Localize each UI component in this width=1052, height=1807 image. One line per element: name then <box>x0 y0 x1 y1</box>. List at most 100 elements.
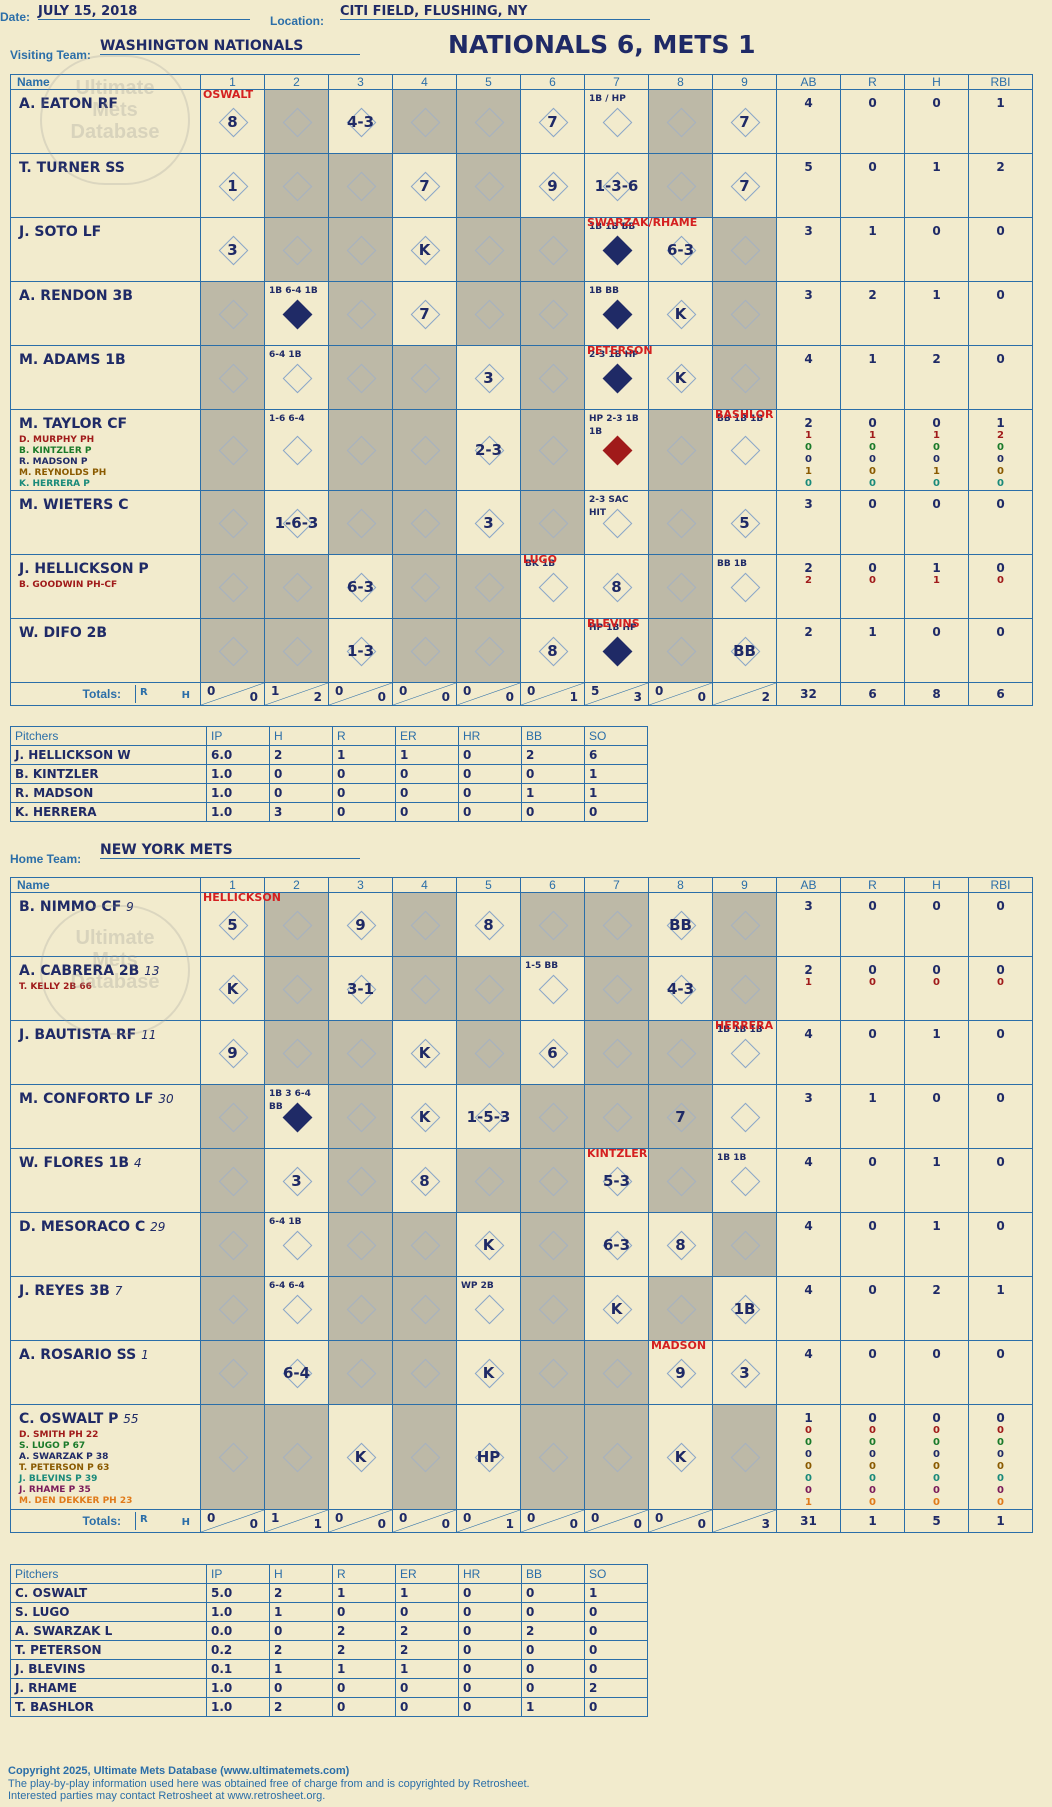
pitcher-stat: 0 <box>332 1697 396 1717</box>
pitcher-name: B. KINTZLER <box>10 764 207 784</box>
pitching-col-header: R <box>332 726 396 746</box>
pitcher-row: A. SWARZAK L 0.0 0 2 2 0 2 0 <box>10 1621 648 1641</box>
pitching-col-header: H <box>269 1564 333 1584</box>
inning-cell <box>200 1340 265 1405</box>
inning-cell <box>712 345 777 410</box>
inning-hits: 0 <box>377 690 386 704</box>
base-diamond <box>602 363 632 393</box>
base-diamond <box>730 1230 760 1260</box>
inning-cell <box>584 1404 649 1510</box>
retrosheet-contact-line: Interested parties may contact Retroshee… <box>8 1790 326 1802</box>
inning-cell: HP <box>456 1404 521 1510</box>
play-result: 7 <box>675 1107 686 1126</box>
play-result: 6-4 <box>282 1363 311 1382</box>
inning-cell: 3 <box>712 1340 777 1405</box>
inning-cell <box>328 1340 393 1405</box>
substitute-name: B. GOODWIN PH-CF <box>19 580 118 590</box>
totals-row: Totals: R H 0 0 1 1 0 0 0 0 0 1 0 0 0 0 0 0 3 31 1 5 1 <box>10 1509 1033 1533</box>
inning-cell <box>392 1212 457 1277</box>
substitute-stat: 0 <box>933 1497 940 1508</box>
pitching-change-note: OSWALT <box>203 88 254 101</box>
col-header-inning: 7 <box>584 74 649 90</box>
play-result: K <box>482 1235 495 1254</box>
pitching-col-header: H <box>269 726 333 746</box>
pitcher-stat: 1.0 <box>206 764 270 784</box>
inning-cell <box>328 217 393 282</box>
inning-cell: 5 HELLICKSON <box>200 891 281 957</box>
inning-cell <box>584 1084 649 1149</box>
inning-cell <box>584 956 649 1021</box>
batter-name-cell: M. TAYLOR CF D. MURPHY PH B. KINTZLER P R. … <box>10 409 201 491</box>
batter-row: B. NIMMO CF 9 5 HELLICKSON 9 8 BB 3 0 0 0 <box>10 891 1033 957</box>
base-diamond <box>346 235 376 265</box>
inning-total: 3 <box>712 1509 777 1533</box>
base-diamond <box>346 1038 376 1068</box>
pitching-table: Pitchers IP H R ER HR BB SO J. HELLICKSON W 6.0 2 1… <box>10 726 648 822</box>
batter-row: A. EATON RF 8 OSWALT 4-3 7 1B / HP 7 4 0 0 1 <box>10 88 1033 154</box>
substitute-stat: 0 <box>997 1461 1004 1472</box>
play-result: K <box>418 240 431 259</box>
play-result: 1-5-3 <box>466 1107 511 1126</box>
base-diamond <box>730 299 760 329</box>
inning-runs: 0 <box>463 1511 472 1525</box>
inning-cell <box>456 618 521 683</box>
batter-name-cell: M. ADAMS 1B <box>10 345 201 410</box>
inning-cell: K <box>648 345 713 410</box>
play-result: 8 <box>547 641 558 660</box>
base-diamond <box>218 1166 248 1196</box>
base-diamond <box>602 1442 632 1473</box>
substitute-stat: 0 <box>997 977 1004 988</box>
base-diamond <box>410 1442 440 1473</box>
play-notes: 6-4 6-4 <box>269 1281 305 1291</box>
inning-runs: 0 <box>335 684 344 698</box>
substitute-stat: 0 <box>805 1425 812 1436</box>
batter-row: M. WIETERS C 1-6-3 3 2-3 SAC HIT 5 3 0 0 0 <box>10 490 1033 555</box>
batter-name-cell: M. CONFORTO LF 30 <box>10 1084 201 1149</box>
inning-cell: 3 <box>456 345 521 410</box>
batter-name: M. WIETERS C <box>19 497 129 513</box>
base-diamond <box>410 1294 440 1324</box>
base-diamond <box>666 107 696 137</box>
inning-cell <box>200 1212 265 1277</box>
pitching-change-note: HERRERA <box>715 1019 774 1032</box>
substitute-stat: 0 <box>933 478 940 489</box>
batter-row: M. TAYLOR CF D. MURPHY PH B. KINTZLER P R. … <box>10 408 1033 491</box>
substitute-stat: 0 <box>997 466 1004 477</box>
substitute-stat: 0 <box>933 977 940 988</box>
col-header-inning: 3 <box>328 877 393 893</box>
play-result: K <box>354 1448 367 1466</box>
batter-stat-r: 1 <box>840 217 905 282</box>
pitcher-stat: 2 <box>521 745 585 765</box>
inning-cell <box>712 1404 777 1510</box>
batter-stat-ab: 4 <box>776 1340 841 1405</box>
inning-cell: 1B 1B BB SWARZAK/RHAME <box>584 216 697 282</box>
base-diamond <box>282 974 312 1004</box>
pitching-col-header: ER <box>395 1564 459 1584</box>
inning-cell <box>584 1340 649 1405</box>
inning-cell: 7 <box>712 89 777 154</box>
inning-cell <box>712 956 777 1021</box>
substitute-stat: 1 <box>933 466 940 477</box>
inning-cell: 1-6-3 <box>264 490 329 555</box>
pitcher-row: T. BASHLOR 1.0 2 0 0 0 1 0 <box>10 1697 648 1717</box>
base-diamond <box>730 1166 760 1196</box>
inning-cell: BB <box>712 618 777 683</box>
pitcher-stat: 0 <box>521 1602 585 1622</box>
inning-cell: 5 <box>712 490 777 555</box>
substitute-name: S. LUGO P 67 <box>19 1441 86 1451</box>
inning-cell <box>456 956 521 1021</box>
pitcher-stat: 0 <box>584 1621 648 1641</box>
substitute-stat: 1 <box>869 430 876 441</box>
base-diamond <box>218 363 248 393</box>
substitutes-list: D. MURPHY PH B. KINTZLER P R. MADSON P M. R… <box>19 435 200 490</box>
pitcher-name: T. BASHLOR <box>10 1697 207 1717</box>
col-header-inning: 8 <box>648 74 713 90</box>
pitcher-stat: 0 <box>584 1602 648 1622</box>
play-result: 3 <box>483 513 494 532</box>
base-diamond <box>218 435 248 466</box>
